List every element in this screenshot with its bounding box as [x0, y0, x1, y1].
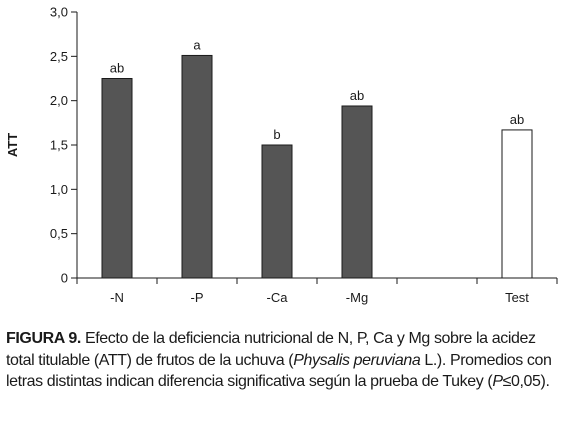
y-tick-label: 1,5 [50, 138, 68, 153]
figure-label: FIGURA 9. [6, 330, 81, 347]
bar [181, 54, 213, 279]
caption-text-part-3: ≤0,05). [502, 373, 550, 390]
caption-text-part-1: Efecto de la deficiencia nutricional de … [6, 330, 536, 369]
x-axis [76, 277, 558, 284]
figure-caption: FIGURA 9. Efecto de la deficiencia nutri… [6, 328, 562, 393]
bar-series [101, 54, 533, 279]
species-name: Physalis peruviana [293, 351, 421, 369]
x-tick-label: -Ca [267, 290, 289, 305]
category-labels: -N -P -Ca -Mg Test [110, 290, 529, 305]
x-tick-label: -N [110, 290, 124, 305]
x-tick-label: -Mg [346, 290, 368, 305]
y-tick-label: 1,0 [50, 182, 68, 197]
significance-letter: ab [510, 112, 524, 127]
significance-letter: b [273, 127, 280, 142]
bar [341, 105, 373, 279]
caption-text-part-2: L.). Promedios con letras distintas indi… [6, 351, 552, 391]
x-tick-label: Test [505, 290, 529, 305]
y-tick-label: 0 [61, 271, 68, 286]
y-axis-title: ATT [5, 133, 20, 157]
x-tick-label: -P [191, 290, 204, 305]
significance-letter: a [193, 37, 201, 52]
y-axis: 3,0 2,5 2,0 1,5 1,0 0,5 0 [50, 5, 78, 286]
y-tick-label: 2,5 [50, 49, 68, 64]
y-tick-label: 0,5 [50, 226, 68, 241]
y-tick-label: 3,0 [50, 5, 68, 20]
bar [101, 78, 133, 279]
p-symbol: P [492, 373, 503, 390]
significance-letter: ab [350, 88, 364, 103]
bar [261, 144, 293, 279]
significance-letter: ab [110, 61, 124, 76]
y-tick-label: 2,0 [50, 93, 68, 108]
bar [501, 129, 533, 279]
